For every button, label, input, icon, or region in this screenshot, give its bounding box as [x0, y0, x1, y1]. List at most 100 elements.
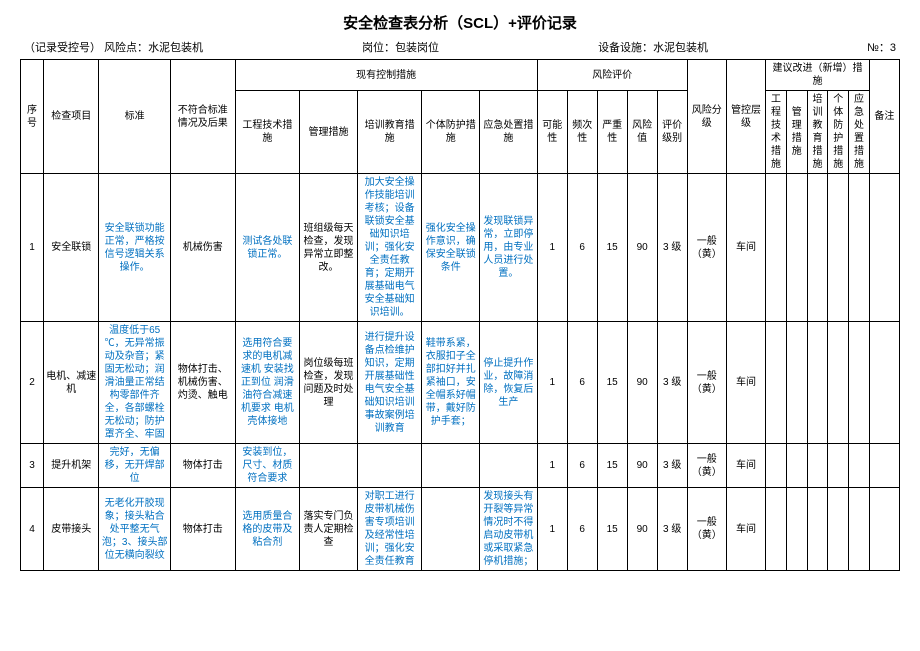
risk-point-label: 风险点： [104, 42, 148, 54]
cell-i-mgmt [786, 322, 807, 444]
no-label: №： [867, 42, 890, 54]
cell-ctrl-level: 车间 [726, 322, 765, 444]
table-row: 2电机、减速机温度低于65 ℃，无异常振动及杂音；紧固无松动；润滑油量正常结构零… [21, 322, 900, 444]
cell-i-mgmt [786, 174, 807, 322]
cell-C: 15 [597, 488, 627, 571]
cell-L: 1 [537, 174, 567, 322]
cell-D: 90 [627, 174, 657, 322]
cell-std: 温度低于65 ℃，无异常振动及杂音；紧固无松动；润滑油量正常结构零部件齐全，各部… [99, 322, 171, 444]
cell-ppe: 鞋带系紧，衣服扣子全部扣好并扎紧袖口，安全帽系好帽带，戴好防护手套； [422, 322, 480, 444]
cell-ctrl-level: 车间 [726, 174, 765, 322]
h-E: 频次性 [567, 91, 597, 174]
h-emerg: 应急处置措施 [480, 91, 538, 174]
table-row: 4皮带接头无老化开胶现象；接头粘合处平整无气泡；3、接头部位无横向裂纹物体打击选… [21, 488, 900, 571]
cell-train: 对职工进行皮带机械伤害专项培训及经常性培训；强化安全责任教育 [357, 488, 422, 571]
h-seq: 序号 [21, 60, 44, 174]
equip: 水泥包装机 [653, 42, 708, 54]
cell-i-train [807, 488, 828, 571]
cell-item: 提升机架 [44, 444, 99, 488]
cell-ppe [422, 444, 480, 488]
cell-seq: 2 [21, 322, 44, 444]
cell-emerg: 停止提升作业，故障消除，恢复后生产 [480, 322, 538, 444]
cell-i-emerg [849, 444, 870, 488]
cell-C: 15 [597, 322, 627, 444]
cell-remark [869, 174, 899, 322]
h-item: 检查项目 [44, 60, 99, 174]
h-risk-class: 风险分级 [687, 60, 726, 174]
cell-seq: 4 [21, 488, 44, 571]
cell-item: 皮带接头 [44, 488, 99, 571]
cell-eng: 测试各处联锁正常。 [235, 174, 300, 322]
header-row-1: 序号 检查项目 标准 不符合标准情况及后果 现有控制措施 风险评价 风险分级 管… [21, 60, 900, 91]
h-remark: 备注 [869, 60, 899, 174]
cell-i-mgmt [786, 444, 807, 488]
post-label: 岗位： [362, 42, 395, 54]
table-row: 3提升机架完好，无偏移，无开焊部位物体打击安装到位，尺寸、材质符合要求16159… [21, 444, 900, 488]
cell-nonconform: 物体打击、机械伤害、灼烫、触电 [170, 322, 235, 444]
h-std: 标准 [99, 60, 171, 174]
cell-eng: 选用符合要求的电机减速机 安装找正到位 润滑油符合减速机要求 电机壳体接地 [235, 322, 300, 444]
cell-i-ppe [828, 444, 849, 488]
h-train: 培训教育措施 [357, 91, 422, 174]
h-eng: 工程技术措施 [235, 91, 300, 174]
h-D: 风险值 [627, 91, 657, 174]
cell-i-eng [766, 174, 787, 322]
cell-mgmt: 岗位级每班检查，发现问题及时处理 [300, 322, 358, 444]
h-mgmt: 管理措施 [300, 91, 358, 174]
risk-point: 水泥包装机 [148, 42, 203, 54]
h-ctrl-level: 管控层级 [726, 60, 765, 174]
cell-i-emerg [849, 322, 870, 444]
record-no-label: （记录受控号） [24, 42, 101, 54]
cell-C: 15 [597, 174, 627, 322]
cell-train [357, 444, 422, 488]
cell-i-eng [766, 322, 787, 444]
table-row: 1安全联锁安全联锁功能正常，严格按信号逻辑关系操作。机械伤害测试各处联锁正常。班… [21, 174, 900, 322]
cell-nonconform: 物体打击 [170, 488, 235, 571]
cell-i-ppe [828, 488, 849, 571]
cell-i-mgmt [786, 488, 807, 571]
cell-i-ppe [828, 322, 849, 444]
cell-i-eng [766, 444, 787, 488]
cell-C: 15 [597, 444, 627, 488]
h-improve-group: 建议改进（新增）措施 [766, 60, 870, 91]
cell-ppe [422, 488, 480, 571]
cell-L: 1 [537, 488, 567, 571]
cell-train: 加大安全操作技能培训考核；设备联锁安全基础知识培训；强化安全责任教育；定期开展基… [357, 174, 422, 322]
cell-emerg: 发现联锁异常，立即停用，由专业人员进行处置。 [480, 174, 538, 322]
h-existing-group: 现有控制措施 [235, 60, 537, 91]
cell-std: 无老化开胶现象；接头粘合处平整无气泡；3、接头部位无横向裂纹 [99, 488, 171, 571]
cell-i-emerg [849, 174, 870, 322]
cell-emerg: 发现接头有开裂等异常情况时不得启动皮带机或采取紧急停机措施； [480, 488, 538, 571]
h-ppe: 个体防护措施 [422, 91, 480, 174]
cell-ctrl-level: 车间 [726, 444, 765, 488]
h-i-mgmt: 管理措施 [786, 91, 807, 174]
h-L: 可能性 [537, 91, 567, 174]
cell-D: 90 [627, 444, 657, 488]
cell-i-train [807, 444, 828, 488]
cell-mgmt [300, 444, 358, 488]
cell-train: 进行提升设备点检维护知识，定期开展基础性电气安全基础知识培训事故案例培训教育 [357, 322, 422, 444]
page-title: 安全检查表分析（SCL）+评价记录 [20, 12, 900, 33]
cell-seq: 1 [21, 174, 44, 322]
cell-level: 3 级 [657, 174, 687, 322]
cell-ctrl-level: 车间 [726, 488, 765, 571]
cell-risk-class: 一般（黄） [687, 488, 726, 571]
scl-table: 序号 检查项目 标准 不符合标准情况及后果 现有控制措施 风险评价 风险分级 管… [20, 59, 900, 571]
cell-nonconform: 物体打击 [170, 444, 235, 488]
equip-label: 设备设施： [598, 42, 653, 54]
h-nonconform: 不符合标准情况及后果 [170, 60, 235, 174]
cell-eng: 安装到位，尺寸、材质符合要求 [235, 444, 300, 488]
cell-D: 90 [627, 322, 657, 444]
cell-L: 1 [537, 322, 567, 444]
h-i-eng: 工程技术措施 [766, 91, 787, 174]
cell-D: 90 [627, 488, 657, 571]
cell-i-ppe [828, 174, 849, 322]
cell-remark [869, 322, 899, 444]
cell-item: 电机、减速机 [44, 322, 99, 444]
cell-level: 3 级 [657, 322, 687, 444]
h-risk-group: 风险评价 [537, 60, 687, 91]
cell-risk-class: 一般（黄） [687, 444, 726, 488]
h-level: 评价级别 [657, 91, 687, 174]
h-i-train: 培训教育措施 [807, 91, 828, 174]
h-C: 严重性 [597, 91, 627, 174]
